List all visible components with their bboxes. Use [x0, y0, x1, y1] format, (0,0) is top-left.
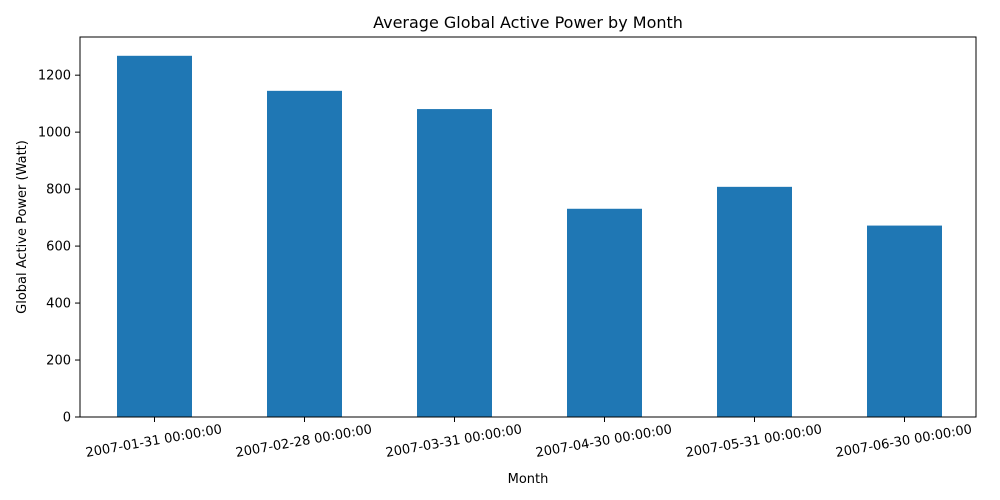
plot-frame — [79, 36, 977, 418]
bar-2 — [267, 90, 342, 418]
x-tick-label-5: 2007-05-31 00:00:00 — [685, 422, 824, 461]
bar-4 — [567, 208, 642, 417]
x-tick-label-3: 2007-03-31 00:00:00 — [385, 422, 524, 461]
x-tick-label-4: 2007-04-30 00:00:00 — [535, 422, 674, 461]
x-axis-label: Month — [508, 472, 549, 487]
x-tick-label-1: 2007-01-31 00:00:00 — [85, 422, 224, 461]
y-axis-label: Global Active Power (Watt) — [15, 140, 30, 314]
chart-title: Average Global Active Power by Month — [373, 13, 683, 32]
y-tick-label-1200: 1200 — [38, 69, 71, 84]
x-axis-ticks: 2007-01-31 00:00:00 2007-02-28 00:00:00 20… — [85, 417, 974, 461]
bar-3 — [417, 109, 492, 417]
y-tick-label-800: 800 — [46, 183, 71, 198]
y-tick-label-1000: 1000 — [38, 126, 71, 141]
y-tick-label-200: 200 — [46, 354, 71, 369]
y-tick-label-0: 0 — [63, 411, 71, 426]
x-tick-label-6: 2007-06-30 00:00:00 — [835, 422, 974, 461]
y-tick-label-600: 600 — [46, 240, 71, 255]
bars-group — [117, 55, 942, 418]
bar-1 — [117, 55, 192, 417]
bar-6 — [867, 225, 942, 417]
y-tick-label-400: 400 — [46, 297, 71, 312]
bar-5 — [717, 186, 792, 417]
x-tick-label-2: 2007-02-28 00:00:00 — [235, 422, 374, 461]
y-axis-ticks: 0 200 400 600 800 1000 1200 — [38, 69, 80, 426]
